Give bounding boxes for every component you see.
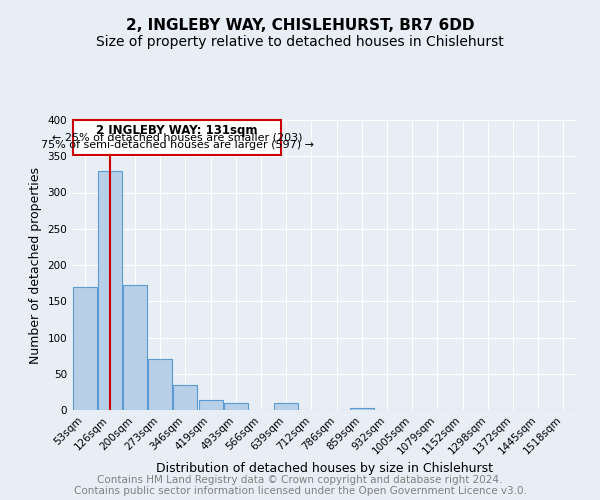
X-axis label: Distribution of detached houses by size in Chislehurst: Distribution of detached houses by size … <box>155 462 493 475</box>
Bar <box>173 384 197 410</box>
Bar <box>73 120 281 155</box>
Bar <box>224 403 248 410</box>
Bar <box>199 400 223 410</box>
Text: Size of property relative to detached houses in Chislehurst: Size of property relative to detached ho… <box>96 35 504 49</box>
Text: 2, INGLEBY WAY, CHISLEHURST, BR7 6DD: 2, INGLEBY WAY, CHISLEHURST, BR7 6DD <box>126 18 474 32</box>
Bar <box>350 408 374 410</box>
Bar <box>148 359 172 410</box>
Text: Contains public sector information licensed under the Open Government Licence v3: Contains public sector information licen… <box>74 486 526 496</box>
Text: 75% of semi-detached houses are larger (597) →: 75% of semi-detached houses are larger (… <box>41 140 314 150</box>
Bar <box>274 404 298 410</box>
Bar <box>123 286 147 410</box>
Bar <box>73 287 97 410</box>
Y-axis label: Number of detached properties: Number of detached properties <box>29 166 42 364</box>
Bar <box>98 171 122 410</box>
Text: ← 25% of detached houses are smaller (203): ← 25% of detached houses are smaller (20… <box>52 132 302 142</box>
Text: Contains HM Land Registry data © Crown copyright and database right 2024.: Contains HM Land Registry data © Crown c… <box>97 475 503 485</box>
Text: 2 INGLEBY WAY: 131sqm: 2 INGLEBY WAY: 131sqm <box>97 124 258 138</box>
